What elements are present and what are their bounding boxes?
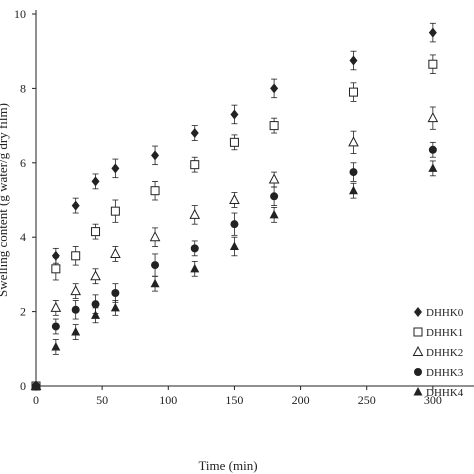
- legend-marker: [413, 387, 423, 396]
- y-tick-label: 2: [20, 305, 26, 319]
- y-tick-label: 10: [14, 7, 26, 21]
- series-dhhk3: [32, 141, 437, 390]
- series-dhhk4: [31, 160, 438, 390]
- legend-label: DHHK4: [426, 387, 464, 399]
- data-point: [51, 250, 60, 261]
- legend-item-dhhk2: DHHK2: [412, 345, 463, 359]
- data-point: [349, 55, 358, 66]
- data-point: [90, 270, 101, 281]
- data-point: [190, 244, 199, 253]
- y-axis-title: Swelling content (g water/g dry film): [0, 103, 10, 297]
- x-tick-label: 50: [96, 393, 108, 407]
- data-point: [229, 241, 239, 250]
- data-point: [151, 150, 160, 161]
- y-tick-label: 0: [20, 379, 26, 393]
- data-point: [71, 200, 80, 211]
- series-dhhk1: [31, 54, 438, 391]
- data-point: [51, 341, 61, 351]
- legend-item-dhhk1: DHHK1: [413, 327, 463, 339]
- data-point: [111, 163, 120, 174]
- data-point: [151, 261, 160, 270]
- data-point: [428, 59, 438, 69]
- x-axis-title: Time (min): [198, 458, 257, 473]
- axes: 0501001502002503003500246810: [14, 7, 474, 407]
- data-point: [110, 206, 120, 216]
- data-point: [229, 193, 240, 204]
- data-point: [150, 186, 160, 196]
- x-tick-label: 250: [358, 393, 376, 407]
- y-tick-label: 8: [20, 81, 26, 95]
- data-point: [428, 27, 437, 38]
- x-tick-label: 150: [225, 393, 243, 407]
- y-tick-label: 6: [20, 156, 26, 170]
- data-point: [111, 289, 120, 297]
- data-point: [230, 220, 239, 229]
- legend-item-dhhk0: DHHK0: [414, 307, 464, 319]
- y-tick-label: 4: [20, 230, 26, 244]
- data-point: [269, 121, 279, 131]
- legend-item-dhhk3: DHHK3: [414, 367, 464, 379]
- legend: DHHK0 DHHK1 DHHK2 DHHK3 DHHK4: [412, 307, 464, 399]
- data-point: [190, 263, 200, 273]
- data-point: [91, 227, 101, 237]
- data-point: [91, 300, 100, 309]
- data-point: [190, 128, 199, 139]
- data-point: [428, 163, 438, 172]
- legend-label: DHHK2: [426, 347, 463, 359]
- data-point: [110, 302, 120, 312]
- data-point: [71, 251, 81, 261]
- legend-label: DHHK0: [426, 307, 464, 319]
- legend-marker: [414, 368, 422, 376]
- data-point: [190, 160, 200, 170]
- legend-label: DHHK1: [426, 327, 463, 339]
- data-point: [189, 208, 201, 219]
- x-tick-label: 100: [159, 393, 177, 407]
- data-point: [348, 136, 359, 147]
- data-point: [229, 137, 239, 147]
- data-point: [91, 176, 100, 187]
- data-point: [270, 83, 279, 94]
- series-dhhk0: [32, 22, 437, 391]
- data-point: [51, 264, 61, 274]
- legend-label: DHHK3: [426, 367, 464, 379]
- data-point: [71, 305, 80, 314]
- legend-marker: [413, 327, 423, 337]
- data-point: [149, 231, 161, 242]
- data-point: [110, 247, 121, 258]
- data-point: [230, 109, 239, 120]
- data-point: [51, 322, 60, 331]
- legend-marker: [414, 307, 422, 317]
- data-point: [150, 278, 160, 288]
- data-point: [268, 173, 280, 184]
- series-dhhk2: [30, 106, 439, 390]
- data-point: [50, 301, 62, 312]
- plot-area: [30, 22, 439, 391]
- data-point: [71, 327, 81, 336]
- data-point: [269, 209, 279, 219]
- x-tick-label: 300: [424, 393, 442, 407]
- data-point: [270, 192, 279, 201]
- x-tick-label: 200: [292, 393, 310, 407]
- legend-item-dhhk4: DHHK4: [413, 387, 464, 399]
- data-point: [348, 87, 358, 97]
- data-point: [349, 168, 358, 177]
- data-point: [428, 145, 437, 154]
- x-tick-label: 0: [33, 393, 39, 407]
- legend-marker: [412, 345, 424, 356]
- data-point: [91, 310, 101, 319]
- data-point: [427, 112, 439, 123]
- data-point: [70, 285, 82, 296]
- data-point: [348, 185, 358, 195]
